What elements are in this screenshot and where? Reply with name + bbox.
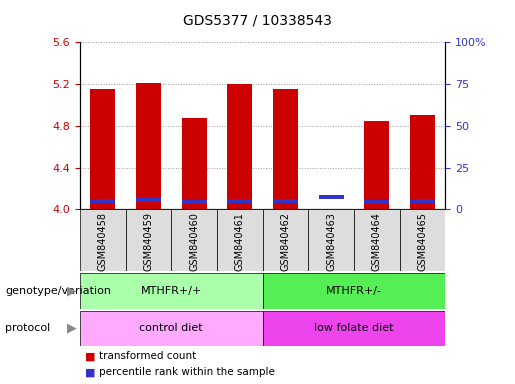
Text: ▶: ▶ xyxy=(66,322,76,335)
Bar xyxy=(80,311,263,346)
Bar xyxy=(263,311,445,346)
Text: ■: ■ xyxy=(85,351,95,361)
Text: control diet: control diet xyxy=(140,323,203,333)
Text: MTHFR+/-: MTHFR+/- xyxy=(326,286,382,296)
Text: percentile rank within the sample: percentile rank within the sample xyxy=(99,367,276,377)
Bar xyxy=(136,83,161,209)
Text: GSM840462: GSM840462 xyxy=(281,212,290,271)
Text: GSM840458: GSM840458 xyxy=(98,212,108,271)
Bar xyxy=(308,209,354,271)
Bar xyxy=(227,199,252,203)
Bar xyxy=(90,199,115,203)
Text: GDS5377 / 10338543: GDS5377 / 10338543 xyxy=(183,13,332,27)
Text: GSM840460: GSM840460 xyxy=(189,212,199,271)
Bar xyxy=(364,200,389,204)
Bar xyxy=(136,198,161,202)
Bar xyxy=(354,209,400,271)
Text: ■: ■ xyxy=(85,367,95,377)
Text: genotype/variation: genotype/variation xyxy=(5,286,111,296)
Bar xyxy=(181,200,207,204)
Bar xyxy=(263,209,308,271)
Text: GSM840464: GSM840464 xyxy=(372,212,382,271)
Text: GSM840465: GSM840465 xyxy=(418,212,427,271)
Text: MTHFR+/+: MTHFR+/+ xyxy=(141,286,202,296)
Bar xyxy=(273,89,298,209)
Bar xyxy=(181,118,207,209)
Bar xyxy=(400,209,445,271)
Text: low folate diet: low folate diet xyxy=(314,323,394,333)
Text: ▶: ▶ xyxy=(66,284,76,297)
Text: GSM840461: GSM840461 xyxy=(235,212,245,271)
Text: transformed count: transformed count xyxy=(99,351,197,361)
Bar xyxy=(319,195,344,199)
Text: GSM840459: GSM840459 xyxy=(143,212,153,271)
Bar xyxy=(126,209,171,271)
Bar xyxy=(227,84,252,209)
Text: protocol: protocol xyxy=(5,323,50,333)
Bar xyxy=(410,115,435,209)
Bar xyxy=(273,199,298,203)
Bar xyxy=(410,199,435,203)
Bar xyxy=(217,209,263,271)
Text: GSM840463: GSM840463 xyxy=(326,212,336,271)
Bar xyxy=(171,209,217,271)
Bar xyxy=(263,273,445,309)
Bar xyxy=(80,209,126,271)
Bar xyxy=(364,121,389,209)
Bar xyxy=(90,89,115,209)
Bar xyxy=(80,273,263,309)
